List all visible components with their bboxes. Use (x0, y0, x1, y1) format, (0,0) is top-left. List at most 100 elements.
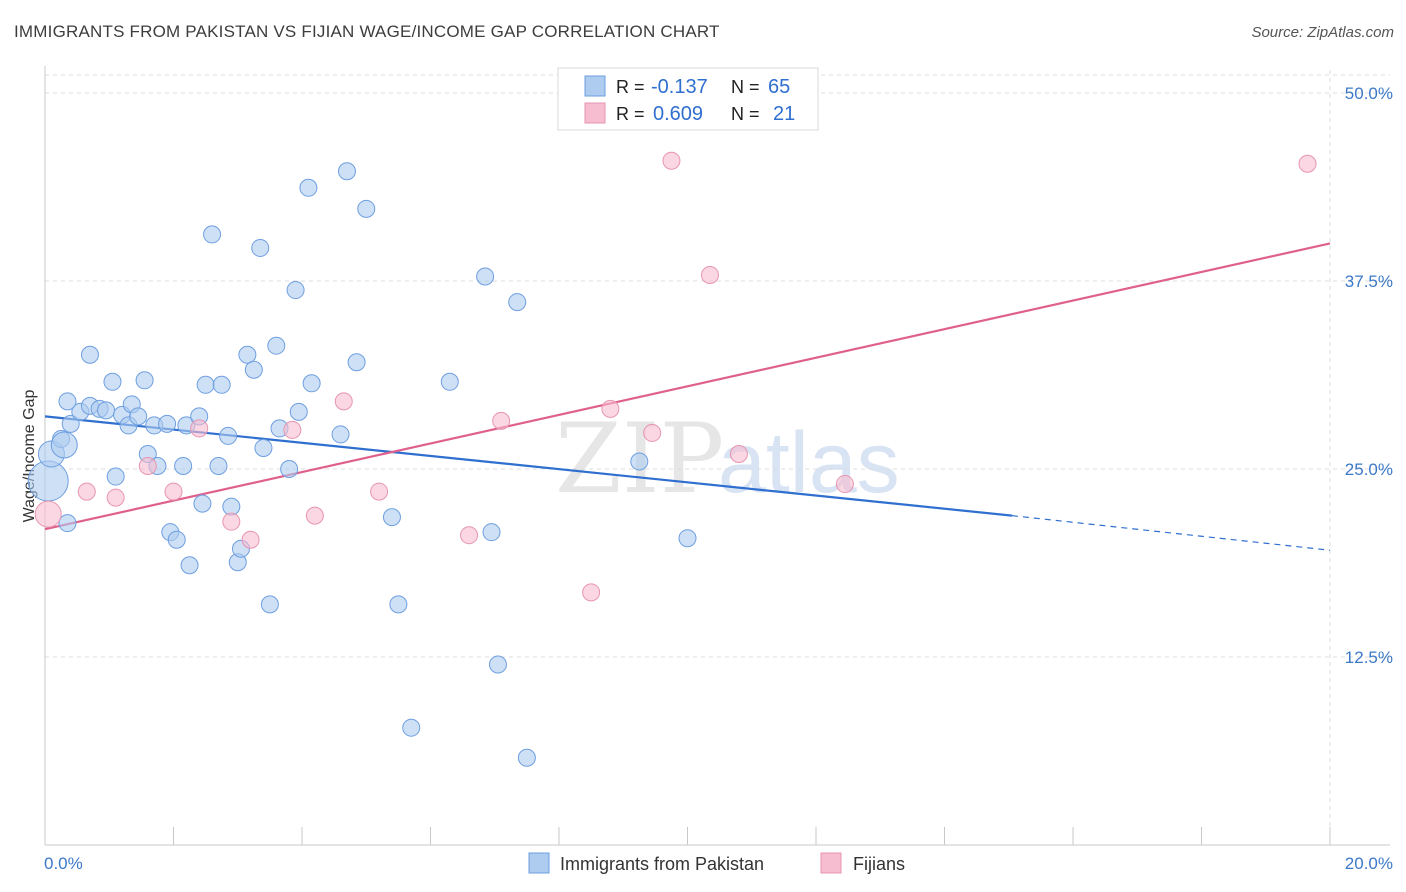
pakistan-point-47 (299, 178, 318, 197)
fijian-point-12 (460, 526, 479, 545)
pakistan-point-44 (280, 460, 299, 479)
pakistan-point-16 (129, 407, 148, 426)
pakistan-point-57 (476, 267, 495, 286)
stats-r-value-pink: 0.609 (653, 103, 703, 125)
watermark: ZIP atlas (555, 403, 900, 515)
pakistan-point-52 (357, 199, 376, 218)
fijian-point-16 (643, 423, 662, 442)
pakistan-point-33 (219, 426, 238, 445)
stats-r-label-blue: R = (616, 77, 645, 97)
pakistan-point-29 (196, 375, 215, 394)
pakistan-point-4 (61, 414, 80, 433)
pakistan-point-46 (289, 402, 308, 421)
pakistan-point-60 (508, 293, 527, 312)
pakistan-point-54 (389, 595, 408, 614)
pakistan-point-63 (678, 529, 697, 548)
legend-label-fijians: Fijians (853, 854, 905, 874)
fijian-point-1 (77, 482, 96, 501)
y-tick-label-2: 37.5% (1345, 272, 1393, 291)
fijian-point-7 (241, 530, 260, 549)
fijian-point-13 (492, 411, 511, 430)
stats-swatch-pink (584, 102, 606, 124)
fijian-point-9 (305, 506, 324, 525)
fijian-point-5 (190, 419, 209, 438)
pakistan-point-17 (135, 371, 154, 390)
data-points (27, 151, 1317, 767)
pakistan-point-45 (286, 281, 305, 300)
pakistan-point-59 (488, 655, 507, 674)
fijian-point-6 (222, 512, 241, 531)
fijian-point-11 (370, 482, 389, 501)
pakistan-point-56 (440, 372, 459, 391)
tick-labels: 12.5% 25.0% 37.5% 50.0% 0.0% 20.0% (44, 84, 1393, 873)
fijian-point-8 (283, 420, 302, 439)
stats-r-value-blue: -0.137 (651, 76, 708, 98)
pakistan-point-41 (260, 595, 279, 614)
pakistan-point-58 (482, 523, 501, 542)
fijian-point-0 (34, 500, 62, 528)
fijian-point-3 (138, 457, 157, 476)
fijian-point-19 (729, 444, 748, 463)
bottom-legend: Immigrants from Pakistan Fijians (528, 852, 905, 874)
pakistan-point-51 (347, 353, 366, 372)
stats-n-value-pink: 21 (773, 103, 795, 125)
legend-swatch-pakistan (528, 852, 550, 874)
fijian-point-2 (106, 488, 125, 507)
pakistan-point-34 (222, 497, 241, 516)
pakistan-point-40 (254, 438, 273, 457)
pakistan-point-38 (244, 360, 263, 379)
pakistan-point-30 (203, 225, 222, 244)
y-tick-label-3: 50.0% (1345, 84, 1393, 103)
watermark-atlas: atlas (718, 415, 900, 511)
pakistan-point-31 (209, 457, 228, 476)
pakistan-point-24 (174, 457, 193, 476)
x-tick-label-0: 0.0% (44, 854, 83, 873)
fijian-point-17 (662, 151, 681, 170)
y-tick-label-1: 25.0% (1345, 460, 1393, 479)
pakistan-point-8 (80, 345, 99, 364)
source-note: Source: ZipAtlas.com (1251, 24, 1394, 41)
pakistan-point-12 (106, 467, 125, 486)
pakistan-point-32 (212, 375, 231, 394)
fijian-point-15 (582, 583, 601, 602)
fijian-point-21 (1298, 154, 1317, 173)
stats-n-value-blue: 65 (768, 76, 790, 98)
fijian-point-14 (601, 399, 620, 418)
pakistan-point-39 (251, 238, 270, 257)
x-tick-label-1: 20.0% (1345, 854, 1393, 873)
pakistan-point-23 (167, 530, 186, 549)
fijian-point-10 (334, 392, 353, 411)
pakistan-point-61 (517, 748, 536, 767)
trend-line-fijians (44, 242, 1331, 531)
pakistan-point-50 (337, 162, 356, 181)
pakistan-point-53 (382, 508, 401, 527)
pakistan-point-37 (238, 345, 257, 364)
chart-title: IMMIGRANTS FROM PAKISTAN VS FIJIAN WAGE/… (14, 22, 720, 41)
pakistan-point-7 (58, 392, 77, 411)
pakistan-point-10 (97, 401, 116, 420)
stats-n-label-blue: N = (731, 77, 760, 97)
pakistan-point-28 (193, 494, 212, 513)
fijian-point-20 (835, 475, 854, 494)
fijian-point-4 (164, 482, 183, 501)
pakistan-point-48 (302, 374, 321, 393)
pakistan-point-42 (267, 336, 286, 355)
trend-line-pakistan-extension (1011, 515, 1331, 551)
y-axis-label: Wage/Income Gap (21, 390, 38, 523)
stats-swatch-blue (584, 75, 606, 97)
stats-n-label-pink: N = (731, 104, 760, 124)
pakistan-point-55 (402, 718, 421, 737)
pakistan-point-21 (158, 414, 177, 433)
pakistan-point-26 (180, 556, 199, 575)
legend-swatch-fijians (820, 852, 842, 874)
stats-legend: R = -0.137 N = 65 R = 0.609 N = 21 (557, 67, 819, 131)
y-tick-label-0: 12.5% (1345, 648, 1393, 667)
pakistan-point-3 (58, 514, 77, 533)
fijian-point-18 (700, 266, 719, 285)
pakistan-point-62 (630, 452, 649, 471)
pakistan-point-49 (331, 425, 350, 444)
legend-label-pakistan: Immigrants from Pakistan (560, 854, 764, 874)
stats-r-label-pink: R = (616, 104, 645, 124)
pakistan-point-64 (50, 431, 78, 459)
